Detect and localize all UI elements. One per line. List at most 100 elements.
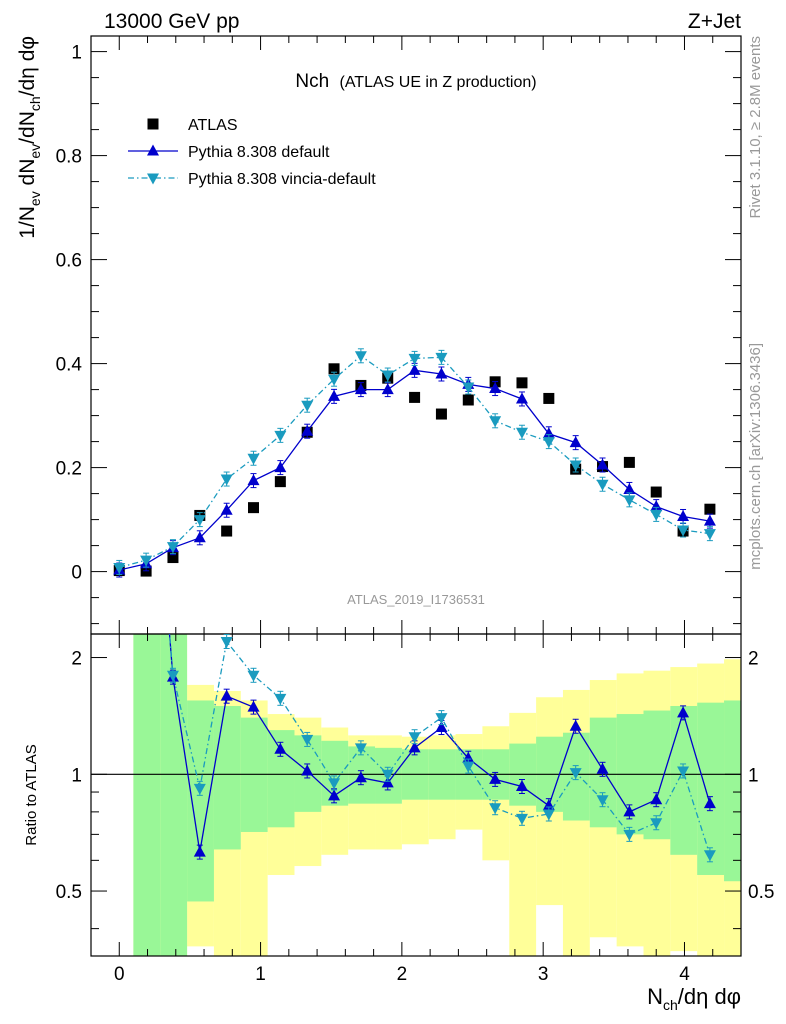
ratio-y-tick-label: 0.5 xyxy=(56,882,82,903)
pythia-vincia-ratio-point xyxy=(408,732,421,744)
pythia-default-ratio-point xyxy=(301,764,314,776)
pythia-vincia-point xyxy=(220,474,233,486)
legend-pythia-default-label: Pythia 8.308 default xyxy=(188,144,330,161)
ratio-inner-band xyxy=(643,710,671,840)
pythia-vincia-ratio-line xyxy=(168,634,711,856)
pythia-vincia-point xyxy=(569,460,582,472)
pythia-default-ratio-point xyxy=(596,762,609,774)
axis-ticks xyxy=(90,36,742,956)
pythia-default-point xyxy=(354,383,367,395)
chart-subtitle: (ATLAS UE in Z production) xyxy=(339,74,536,91)
ratio-y-tick-label-right: 2 xyxy=(748,649,759,670)
pythia-default-ratio-point xyxy=(515,780,528,792)
pythia-default-point xyxy=(489,382,502,394)
pythia-vincia-ratio-point xyxy=(596,795,609,807)
pythia-vincia-point xyxy=(542,437,555,449)
y-tick-label: 0.6 xyxy=(56,251,82,272)
pythia-default-ratio-point xyxy=(247,700,260,712)
pythia-vincia-point xyxy=(328,374,341,386)
pythia-default-ratio-point xyxy=(435,721,448,733)
pythia-vincia-ratio-point xyxy=(435,713,448,725)
y-tick-label: 0 xyxy=(71,563,82,584)
pythia-default-ratio-point xyxy=(623,805,636,817)
ratio-plot-frame xyxy=(90,633,742,957)
rivet-version-label: Rivet 3.1.10, ≥ 2.8M events xyxy=(747,36,764,219)
pythia-vincia-ratio-point xyxy=(220,636,233,648)
pythia-vincia-ratio-point xyxy=(650,818,663,830)
pythia-default-point xyxy=(542,427,555,439)
x-tick-label: 1 xyxy=(255,964,266,985)
x-tick-label: 0 xyxy=(114,964,125,985)
y-axis-label-sub1: ev xyxy=(27,191,43,206)
y-tick-label: 1 xyxy=(71,43,82,64)
pythia-vincia-ratio-point xyxy=(677,766,690,778)
ratio-plot-series xyxy=(166,634,716,863)
pythia-vincia-ratio-point xyxy=(381,769,394,781)
pythia-vincia-point xyxy=(703,529,716,541)
pythia-vincia-ratio-point xyxy=(328,778,341,790)
pythia-vincia-point xyxy=(247,453,260,465)
y-axis-label-part4: /dη dφ xyxy=(16,36,39,96)
pythia-default-ratio-point xyxy=(274,742,287,754)
pythia-vincia-point xyxy=(274,430,287,442)
pythia-vincia-point xyxy=(462,382,475,394)
pythia-vincia-ratio-point xyxy=(515,813,528,825)
pythia-vincia-ratio-point xyxy=(462,761,475,773)
pythia-default-point xyxy=(677,509,690,521)
pythia-vincia-ratio-point xyxy=(623,829,636,841)
pythia-default-point xyxy=(703,514,716,526)
ratio-inner-band xyxy=(133,634,161,956)
pythia-vincia-line xyxy=(119,354,711,569)
ratio-inner-band xyxy=(724,700,741,882)
pythia-default-ratio-point xyxy=(381,776,394,788)
pythia-vincia-point xyxy=(650,509,663,521)
x-axis-label-main: N xyxy=(647,984,663,1009)
ratio-inner-band xyxy=(160,634,188,956)
ratio-y-tick-label: 1 xyxy=(71,765,82,786)
main-plot-series xyxy=(113,348,716,578)
pythia-default-point xyxy=(408,363,421,375)
pythia-default-ratio-point xyxy=(489,772,502,784)
pythia-default-point xyxy=(596,458,609,470)
atlas-point xyxy=(167,552,179,564)
pythia-vincia-point xyxy=(140,555,153,567)
header-right-label: Z+Jet xyxy=(688,10,741,33)
analysis-id-label: ATLAS_2019_I1736531 xyxy=(347,592,485,607)
pythia-vincia-point xyxy=(435,352,448,364)
pythia-default-point xyxy=(650,500,663,512)
pythia-default-ratio-point xyxy=(650,793,663,805)
pythia-default-ratio-point xyxy=(193,845,206,857)
pythia-vincia-ratio-point xyxy=(301,734,314,746)
atlas-point xyxy=(462,394,474,406)
pythia-vincia-ratio-point xyxy=(247,670,260,682)
y-axis-label-part1: 1/N xyxy=(16,206,39,239)
legend-pythia-vincia-label: Pythia 8.308 vincia-default xyxy=(188,171,376,188)
ratio-y-tick-label: 2 xyxy=(71,649,82,670)
pythia-vincia-point xyxy=(408,353,421,365)
ratio-y-tick-label-right: 1 xyxy=(748,765,759,786)
pythia-default-point xyxy=(435,367,448,379)
pythia-default-point xyxy=(328,389,341,401)
pythia-default-ratio-point xyxy=(703,797,716,809)
ratio-inner-band xyxy=(670,705,698,855)
pythia-vincia-ratio-point xyxy=(703,850,716,862)
atlas-point xyxy=(221,525,233,537)
pythia-default-point xyxy=(220,503,233,515)
x-tick-label: 2 xyxy=(397,964,408,985)
atlas-point xyxy=(248,502,259,514)
pythia-vincia-point xyxy=(489,416,502,428)
x-axis-label-sub: ch xyxy=(663,997,678,1013)
pythia-default-ratio-line xyxy=(168,634,711,853)
mcplots-reference-label: mcplots.cern.ch [arXiv:1306.3436] xyxy=(747,343,764,570)
pythia-default-point xyxy=(274,461,287,473)
pythia-default-ratio-point xyxy=(677,706,690,718)
pythia-vincia-point xyxy=(677,525,690,537)
pythia-vincia-point xyxy=(623,495,636,507)
legend-atlas-label: ATLAS xyxy=(188,117,238,134)
pythia-default-ratio-point xyxy=(354,771,367,783)
x-tick-label: 3 xyxy=(538,964,549,985)
pythia-default-point xyxy=(515,392,528,404)
pythia-vincia-ratio-point xyxy=(354,743,367,755)
chart-title: Nch (ATLAS UE in Z production) xyxy=(295,71,536,92)
